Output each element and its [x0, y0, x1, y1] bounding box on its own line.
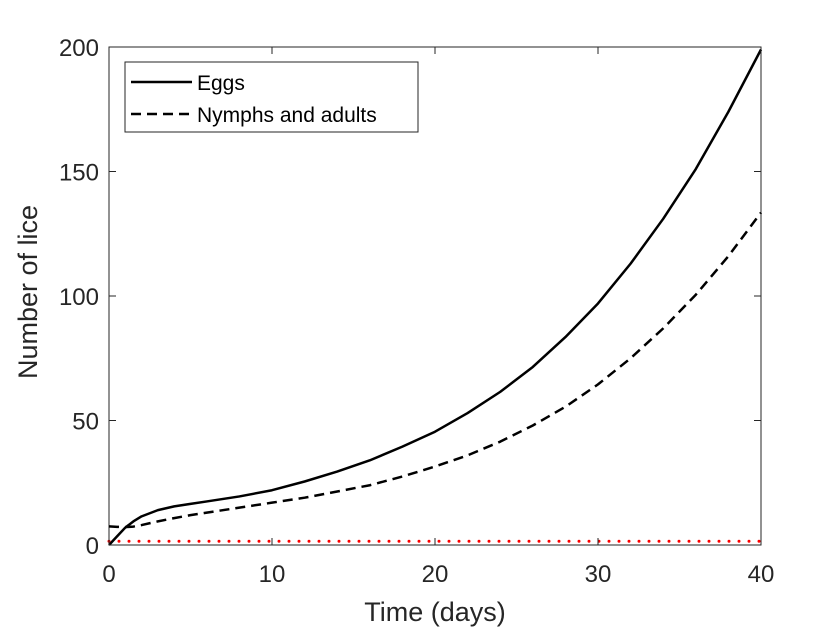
- series-group: [107, 48, 763, 546]
- series-line-eggs: [108, 48, 763, 546]
- y-tick-label: 0: [86, 533, 99, 560]
- x-tick-label: 40: [748, 561, 775, 588]
- ticks-group: 0 10 20 30 40 0 50 100 150 200: [59, 35, 774, 588]
- legend-label-eggs: Eggs: [197, 72, 245, 95]
- y-tick-label: 100: [59, 284, 99, 311]
- legend-label-nymphs-and-adults: Nymphs and adults: [197, 104, 377, 127]
- x-tick-label: 30: [585, 561, 612, 588]
- y-axis-title: Number of lice: [13, 205, 43, 379]
- x-tick-label: 10: [259, 561, 286, 588]
- x-tick-label: 0: [102, 561, 115, 588]
- y-tick-label: 150: [59, 160, 99, 187]
- x-tick-label: 20: [422, 561, 449, 588]
- series-line-nymphs-and-adults: [108, 211, 763, 529]
- y-tick-label: 50: [72, 409, 99, 436]
- x-axis-title: Time (days): [364, 597, 506, 627]
- legend-box: [124, 61, 419, 133]
- legend: Eggs Nymphs and adults: [124, 61, 419, 133]
- y-tick-label: 200: [59, 35, 99, 62]
